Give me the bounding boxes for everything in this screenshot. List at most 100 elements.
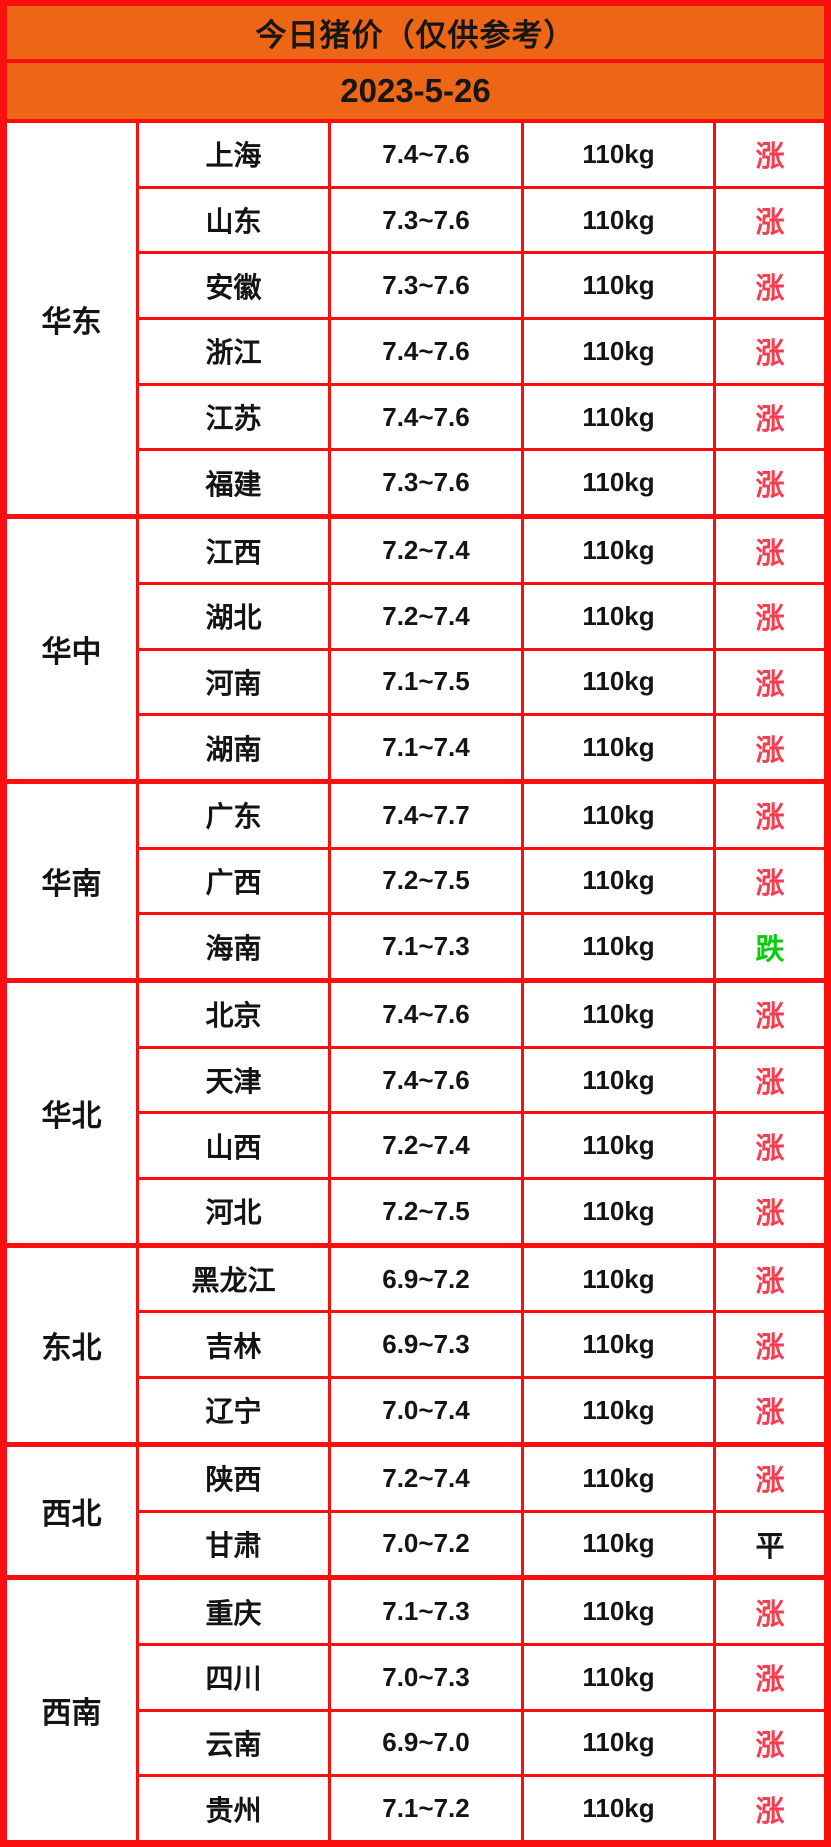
table-row: 四川 7.0~7.3 110kg 涨 xyxy=(139,1645,824,1709)
table-row: 湖南 7.1~7.4 110kg 涨 xyxy=(139,716,824,779)
trend-cell: 涨 xyxy=(716,849,824,913)
province-cell: 山西 xyxy=(139,1114,328,1178)
table-row: 北京 7.4~7.6 110kg 涨 xyxy=(139,983,824,1046)
price-table: 华东 上海 7.4~7.6 110kg 涨山东 7.3~7.6 110kg 涨安徽 7.3~7.… xyxy=(7,123,824,1840)
province-cell: 甘肃 xyxy=(139,1512,328,1576)
weight-cell: 110kg xyxy=(524,320,713,383)
price-cell: 7.2~7.5 xyxy=(331,1180,521,1243)
trend-cell: 涨 xyxy=(716,1180,824,1243)
trend-cell: 涨 xyxy=(716,650,824,714)
price-cell: 7.4~7.6 xyxy=(331,123,521,186)
weight-cell: 110kg xyxy=(524,385,713,449)
trend-cell: 涨 xyxy=(716,1711,824,1775)
price-cell: 7.1~7.3 xyxy=(331,1580,521,1643)
price-cell: 7.0~7.4 xyxy=(331,1379,521,1442)
weight-cell: 110kg xyxy=(524,1379,713,1442)
trend-cell: 涨 xyxy=(716,584,824,648)
province-cell: 上海 xyxy=(139,123,328,186)
region-rows: 江西 7.2~7.4 110kg 涨湖北 7.2~7.4 110kg 涨河南 7.1~7.5 1… xyxy=(139,519,824,779)
province-cell: 四川 xyxy=(139,1645,328,1709)
trend-cell: 跌 xyxy=(716,915,824,978)
table-row: 江苏 7.4~7.6 110kg 涨 xyxy=(139,385,824,449)
table-row: 天津 7.4~7.6 110kg 涨 xyxy=(139,1048,824,1112)
trend-cell: 涨 xyxy=(716,254,824,318)
region-group: 华东 上海 7.4~7.6 110kg 涨山东 7.3~7.6 110kg 涨安徽 7.3~7.… xyxy=(7,123,824,515)
weight-cell: 110kg xyxy=(524,1114,713,1178)
table-row: 福建 7.3~7.6 110kg 涨 xyxy=(139,451,824,515)
weight-cell: 110kg xyxy=(524,451,713,515)
table-row: 江西 7.2~7.4 110kg 涨 xyxy=(139,519,824,582)
price-cell: 7.4~7.6 xyxy=(331,983,521,1046)
price-cell: 7.0~7.2 xyxy=(331,1512,521,1576)
region-cell: 华南 xyxy=(7,783,136,978)
table-row: 河北 7.2~7.5 110kg 涨 xyxy=(139,1180,824,1243)
province-cell: 福建 xyxy=(139,451,328,515)
table-row: 辽宁 7.0~7.4 110kg 涨 xyxy=(139,1379,824,1442)
price-cell: 6.9~7.3 xyxy=(331,1313,521,1377)
region-rows: 陕西 7.2~7.4 110kg 涨甘肃 7.0~7.2 110kg 平 xyxy=(139,1446,824,1576)
weight-cell: 110kg xyxy=(524,650,713,714)
price-cell: 7.2~7.5 xyxy=(331,849,521,913)
province-cell: 陕西 xyxy=(139,1446,328,1510)
weight-cell: 110kg xyxy=(524,1580,713,1643)
province-cell: 安徽 xyxy=(139,254,328,318)
weight-cell: 110kg xyxy=(524,1711,713,1775)
region-group: 西北 陕西 7.2~7.4 110kg 涨甘肃 7.0~7.2 110kg 平 xyxy=(7,1446,824,1576)
table-row: 上海 7.4~7.6 110kg 涨 xyxy=(139,123,824,186)
region-group: 华南 广东 7.4~7.7 110kg 涨广西 7.2~7.5 110kg 涨海南 7.1~7.… xyxy=(7,783,824,978)
price-cell: 7.3~7.6 xyxy=(331,254,521,318)
province-cell: 广东 xyxy=(139,783,328,847)
page-title: 今日猪价（仅供参考） xyxy=(7,6,824,59)
region-rows: 黑龙江 6.9~7.2 110kg 涨吉林 6.9~7.3 110kg 涨辽宁 7.0~7.4… xyxy=(139,1247,824,1442)
province-cell: 北京 xyxy=(139,983,328,1046)
province-cell: 广西 xyxy=(139,849,328,913)
price-cell: 7.2~7.4 xyxy=(331,519,521,582)
weight-cell: 110kg xyxy=(524,584,713,648)
region-cell: 华中 xyxy=(7,519,136,779)
weight-cell: 110kg xyxy=(524,983,713,1046)
price-cell: 7.4~7.6 xyxy=(331,1048,521,1112)
province-cell: 河南 xyxy=(139,650,328,714)
trend-cell: 涨 xyxy=(716,716,824,779)
price-cell: 7.3~7.6 xyxy=(331,451,521,515)
date-label: 2023-5-26 xyxy=(7,63,824,119)
trend-cell: 涨 xyxy=(716,320,824,383)
region-cell: 华东 xyxy=(7,123,136,515)
region-cell: 西北 xyxy=(7,1446,136,1576)
region-rows: 广东 7.4~7.7 110kg 涨广西 7.2~7.5 110kg 涨海南 7.1~7.3 1… xyxy=(139,783,824,978)
table-row: 山东 7.3~7.6 110kg 涨 xyxy=(139,188,824,252)
province-cell: 湖北 xyxy=(139,584,328,648)
price-cell: 7.2~7.4 xyxy=(331,1446,521,1510)
price-cell: 7.4~7.7 xyxy=(331,783,521,847)
weight-cell: 110kg xyxy=(524,849,713,913)
province-cell: 江西 xyxy=(139,519,328,582)
trend-cell: 涨 xyxy=(716,1114,824,1178)
price-cell: 7.4~7.6 xyxy=(331,320,521,383)
province-cell: 吉林 xyxy=(139,1313,328,1377)
table-row: 吉林 6.9~7.3 110kg 涨 xyxy=(139,1313,824,1377)
weight-cell: 110kg xyxy=(524,123,713,186)
weight-cell: 110kg xyxy=(524,1247,713,1311)
price-cell: 6.9~7.2 xyxy=(331,1247,521,1311)
price-cell: 7.3~7.6 xyxy=(331,188,521,252)
weight-cell: 110kg xyxy=(524,783,713,847)
weight-cell: 110kg xyxy=(524,188,713,252)
weight-cell: 110kg xyxy=(524,1446,713,1510)
region-cell: 东北 xyxy=(7,1247,136,1442)
table-row: 浙江 7.4~7.6 110kg 涨 xyxy=(139,320,824,383)
weight-cell: 110kg xyxy=(524,1180,713,1243)
province-cell: 江苏 xyxy=(139,385,328,449)
table-row: 山西 7.2~7.4 110kg 涨 xyxy=(139,1114,824,1178)
weight-cell: 110kg xyxy=(524,519,713,582)
trend-cell: 涨 xyxy=(716,1645,824,1709)
region-rows: 上海 7.4~7.6 110kg 涨山东 7.3~7.6 110kg 涨安徽 7.3~7.6 1… xyxy=(139,123,824,515)
table-row: 甘肃 7.0~7.2 110kg 平 xyxy=(139,1512,824,1576)
region-group: 华北 北京 7.4~7.6 110kg 涨天津 7.4~7.6 110kg 涨山西 7.2~7.… xyxy=(7,983,824,1243)
province-cell: 海南 xyxy=(139,915,328,978)
weight-cell: 110kg xyxy=(524,1313,713,1377)
province-cell: 重庆 xyxy=(139,1580,328,1643)
table-row: 广东 7.4~7.7 110kg 涨 xyxy=(139,783,824,847)
price-cell: 6.9~7.0 xyxy=(331,1711,521,1775)
trend-cell: 平 xyxy=(716,1512,824,1576)
region-group: 东北 黑龙江 6.9~7.2 110kg 涨吉林 6.9~7.3 110kg 涨辽宁 7.0~7… xyxy=(7,1247,824,1442)
